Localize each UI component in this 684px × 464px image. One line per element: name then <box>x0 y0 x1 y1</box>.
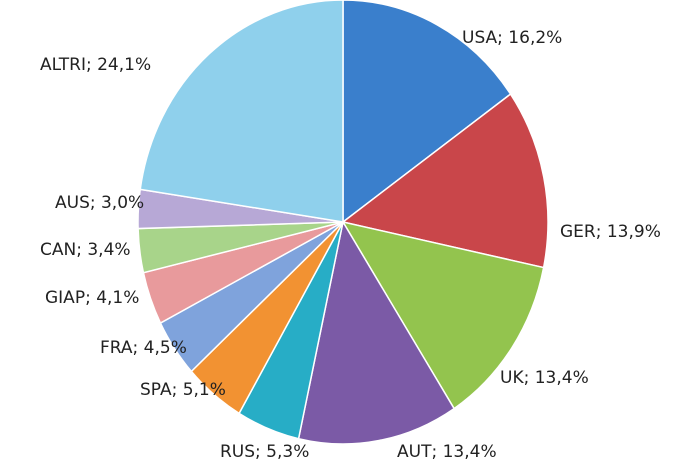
slice-label: AUS; 3,0% <box>55 193 144 213</box>
slice-label: AUT; 13,4% <box>397 442 497 462</box>
slice-label: ALTRI; 24,1% <box>40 55 151 75</box>
slice-label: USA; 16,2% <box>462 28 562 48</box>
pie-slice <box>342 0 512 224</box>
slice-label: RUS; 5,3% <box>220 442 309 462</box>
pie-slice <box>139 0 344 223</box>
slice-label: SPA; 5,1% <box>140 380 226 400</box>
slice-label: CAN; 3,4% <box>40 240 131 260</box>
pie-slice <box>341 92 549 269</box>
slice-label: FRA; 4,5% <box>100 338 187 358</box>
slice-label: GER; 13,9% <box>560 222 661 242</box>
pie-slice <box>341 220 545 410</box>
slice-label: UK; 13,4% <box>500 368 589 388</box>
pie-slice <box>297 219 456 445</box>
slice-label: GIAP; 4,1% <box>45 288 139 308</box>
